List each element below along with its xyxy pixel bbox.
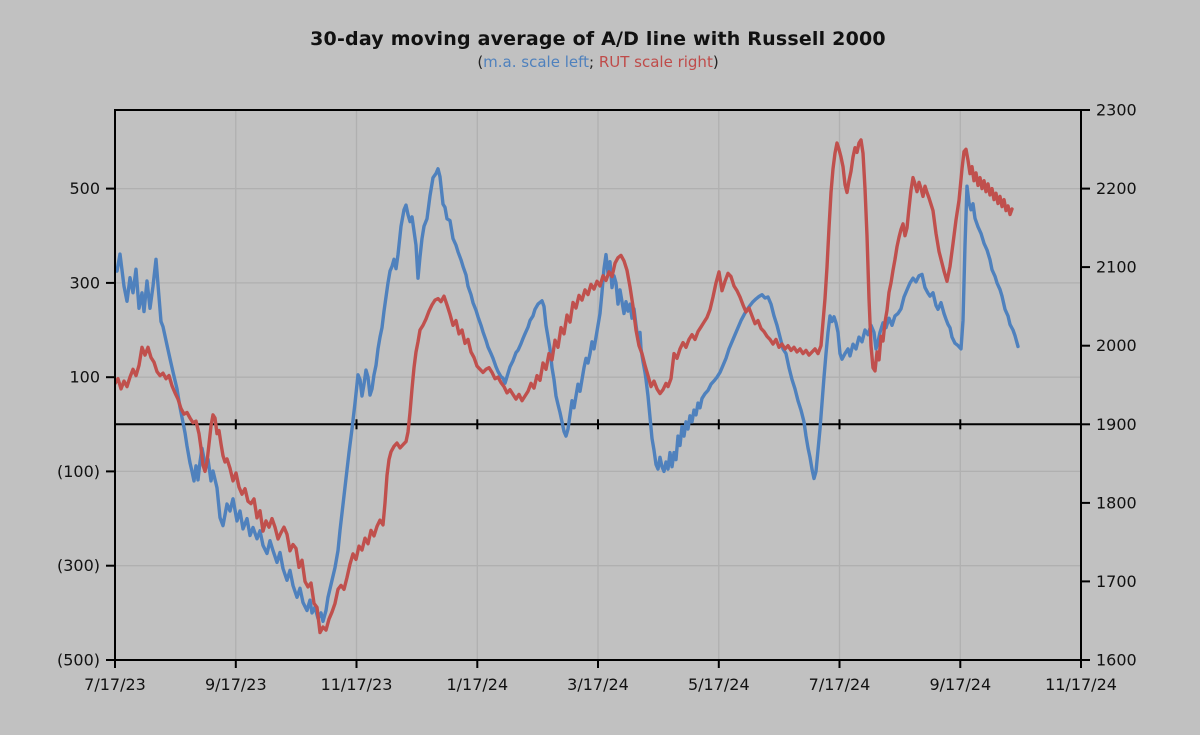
subtitle-ma-scale-label: m.a. scale left — [483, 53, 589, 71]
y-right-tick-label: 1800 — [1096, 493, 1137, 512]
y-right-tick-label: 1700 — [1096, 572, 1137, 591]
subtitle-close-paren: ) — [712, 53, 719, 71]
x-tick-label: 9/17/24 — [929, 675, 991, 694]
x-tick-label: 3/17/24 — [567, 675, 629, 694]
y-right-tick-label: 1600 — [1096, 651, 1137, 670]
y-right-tick-label: 2000 — [1096, 336, 1137, 355]
subtitle-separator: ; — [589, 53, 599, 71]
x-tick-label: 11/17/23 — [321, 675, 393, 694]
y-right-tick-label: 2100 — [1096, 258, 1137, 277]
x-tick-label: 7/17/24 — [809, 675, 871, 694]
y-right-tick-label: 2200 — [1096, 179, 1137, 198]
chart-subtitle: (m.a. scale left; RUT scale right) — [115, 53, 1081, 71]
x-tick-label: 1/17/24 — [446, 675, 508, 694]
y-left-tick-label: (300) — [57, 556, 100, 575]
y-left-tick-label: (500) — [57, 651, 100, 670]
chart-header: 30-day moving average of A/D line with R… — [115, 28, 1081, 71]
chart-title: 30-day moving average of A/D line with R… — [310, 28, 886, 50]
x-tick-label: 5/17/24 — [688, 675, 750, 694]
y-left-tick-label: 500 — [69, 179, 100, 198]
y-left-tick-label: 100 — [69, 368, 100, 387]
y-left-tick-label: (100) — [57, 462, 100, 481]
subtitle-rut-scale-label: RUT scale right — [598, 53, 713, 71]
y-left-tick-label: 300 — [69, 273, 100, 292]
x-tick-label: 11/17/24 — [1045, 675, 1117, 694]
y-right-tick-label: 1900 — [1096, 415, 1137, 434]
x-tick-label: 7/17/23 — [84, 675, 146, 694]
series-lines — [115, 138, 1020, 635]
y-right-tick-label: 2300 — [1096, 101, 1137, 120]
ad-line-ma-series — [115, 167, 1020, 623]
x-tick-label: 9/17/23 — [205, 675, 267, 694]
rut-series — [115, 138, 1014, 635]
subtitle-open-paren: ( — [477, 53, 484, 71]
